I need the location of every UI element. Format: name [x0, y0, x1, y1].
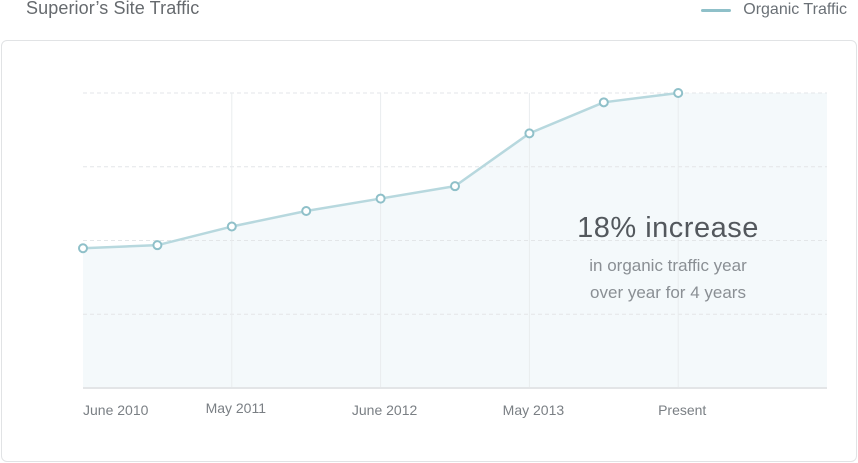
data-point	[450, 181, 460, 192]
data-point	[598, 97, 609, 108]
annotation-headline: 18% increase	[577, 212, 759, 244]
x-tick-label: Present	[658, 402, 706, 418]
x-tick-label: June 2010	[83, 402, 149, 418]
chart-header: Superior’s Site Traffic Organic Traffic	[0, 0, 858, 36]
legend-label-organic-traffic: Organic Traffic	[743, 1, 847, 18]
annotation-subtext: in organic traffic year over year for 4 …	[548, 252, 788, 306]
series-points	[78, 88, 684, 254]
data-point	[375, 193, 386, 204]
x-tick-labels: June 2010 May 2011 June 2012 May 2013 Presen…	[83, 400, 706, 418]
annotation-line-1: in organic traffic year	[589, 256, 747, 275]
data-point	[78, 243, 88, 254]
data-point	[152, 240, 163, 251]
x-tick-label: June 2012	[352, 402, 418, 418]
legend-swatch	[701, 8, 732, 12]
data-point	[524, 128, 535, 139]
gridlines	[83, 92, 827, 388]
x-tick-label: May 2011	[206, 400, 267, 416]
annotation-line-2: over year for 4 years	[590, 283, 746, 302]
x-tick-label: May 2013	[503, 402, 565, 418]
chart-title: Superior’s Site Traffic	[26, 0, 200, 18]
data-point	[673, 88, 684, 98]
data-point	[301, 206, 312, 216]
chart-legend[interactable]: Organic Traffic	[701, 1, 847, 19]
data-point	[226, 221, 237, 232]
